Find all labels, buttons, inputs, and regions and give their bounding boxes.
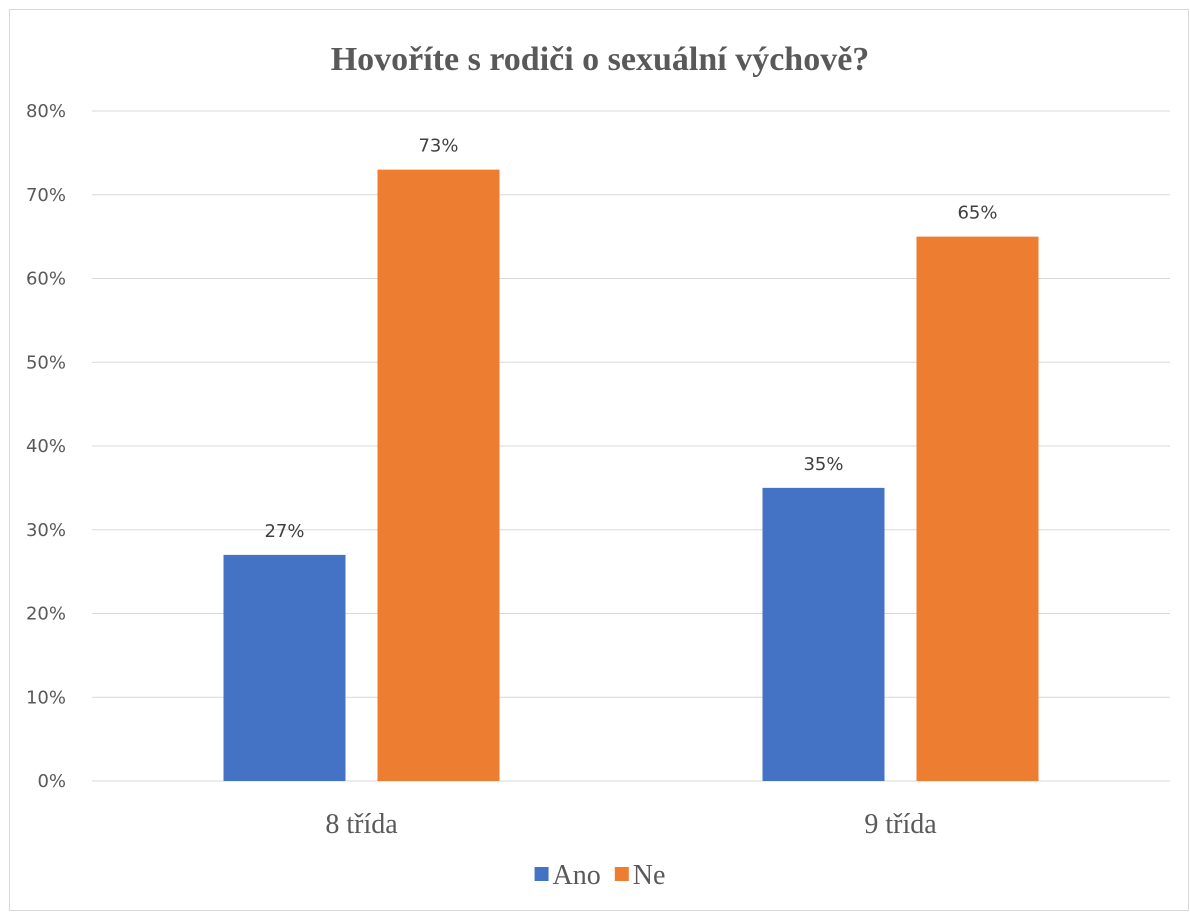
bars <box>223 169 1039 781</box>
y-tick-label: 30% <box>26 520 66 541</box>
y-tick-label: 60% <box>26 269 66 290</box>
data-label: 27% <box>264 521 304 542</box>
data-labels: 27% 73% 35% 65% <box>264 136 997 542</box>
y-tick-label: 10% <box>26 687 66 708</box>
data-label: 73% <box>418 136 458 157</box>
legend-label: Ne <box>633 860 666 891</box>
y-tick-label: 20% <box>26 604 66 625</box>
x-axis-ticks: 8 třída 9 třída <box>325 809 937 840</box>
bar-ne-1 <box>377 169 500 781</box>
legend-item-ano: Ano <box>534 860 601 891</box>
bar-ano-2 <box>762 487 885 781</box>
x-tick-label: 9 třída <box>864 809 937 840</box>
y-tick-label: 0% <box>37 771 66 792</box>
y-axis-ticks: 0% 10% 20% 30% 40% 50% 60% 70% 80% <box>26 101 66 792</box>
y-tick-label: 70% <box>26 185 66 206</box>
y-tick-label: 40% <box>26 436 66 457</box>
legend-item-ne: Ne <box>614 860 666 891</box>
x-tick-label: 8 třída <box>325 809 398 840</box>
bar-chart: Hovoříte s rodiči o sexuální výchově? 0%… <box>26 41 1170 891</box>
bar-ano-1 <box>223 554 346 781</box>
legend-label: Ano <box>553 860 601 891</box>
data-label: 35% <box>803 454 843 475</box>
legend-swatch <box>534 867 549 881</box>
y-tick-label: 50% <box>26 352 66 373</box>
chart-title: Hovoříte s rodiči o sexuální výchově? <box>331 41 870 78</box>
y-tick-label: 80% <box>26 101 66 122</box>
data-label: 65% <box>957 203 997 224</box>
chart-frame: Hovoříte s rodiči o sexuální výchově? 0%… <box>9 9 1189 911</box>
legend: Ano Ne <box>534 860 666 891</box>
bar-ne-2 <box>916 236 1039 781</box>
legend-swatch <box>614 867 629 881</box>
